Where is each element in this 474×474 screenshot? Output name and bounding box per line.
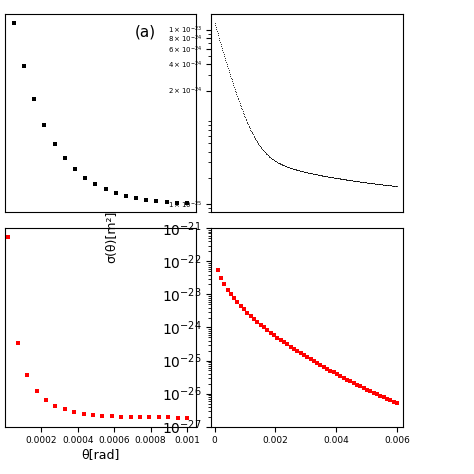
Text: σ(θ)[m²]: σ(θ)[m²] [105, 211, 118, 263]
X-axis label: θ[rad]: θ[rad] [81, 448, 119, 461]
Text: (a): (a) [135, 24, 156, 39]
